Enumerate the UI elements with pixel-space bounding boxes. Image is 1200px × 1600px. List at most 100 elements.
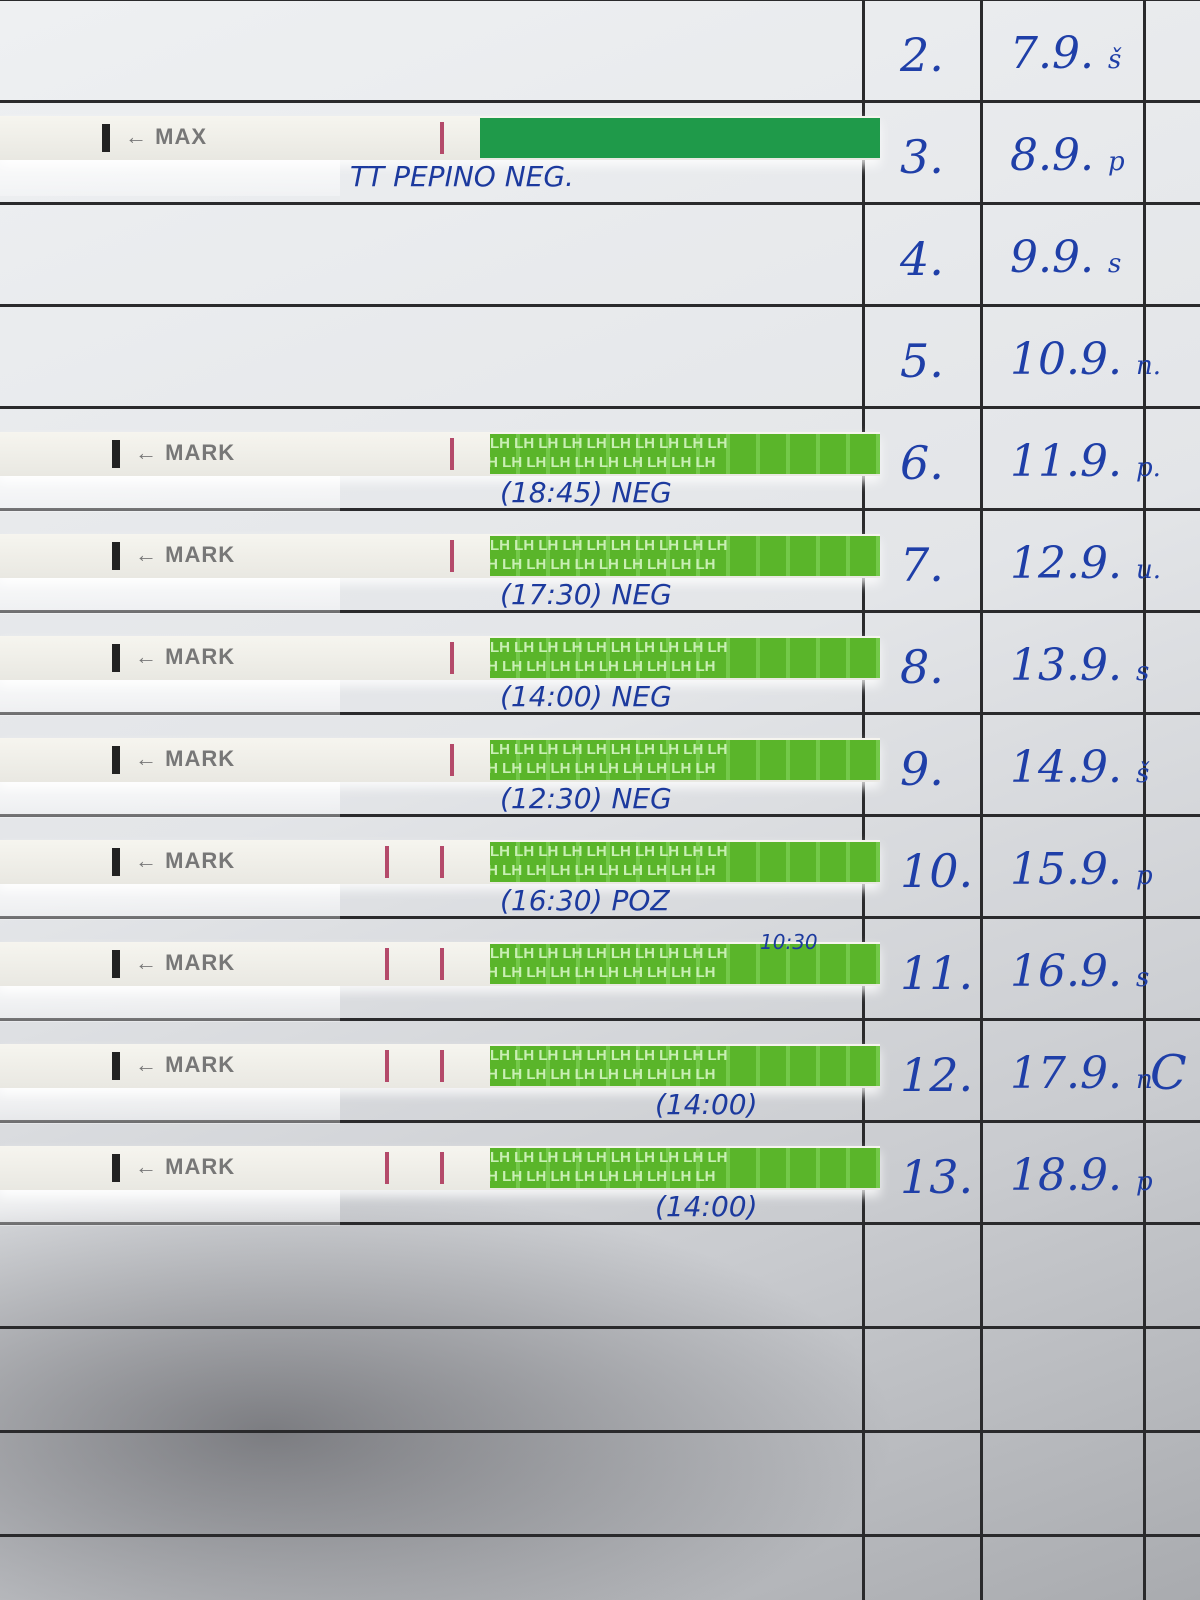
test-line [450,438,454,470]
strip-label: ← MARK [135,950,236,975]
arrow-tip-icon [112,950,120,978]
test-line [450,540,454,572]
day-number: 11. [900,946,974,1000]
weekday-abbrev: š [1135,759,1150,789]
date: 15.9. p [1010,844,1153,895]
band-text: LH LH LH LH LH LH LH LH LH LH [490,658,716,675]
photo-shadow [0,1180,900,1600]
grid-row-line [0,916,1200,919]
lh-band: LH LH LH LH LH LH LH LH LH LH LH LH LH LH… [490,536,880,576]
day-number: 4. [900,232,944,286]
date-text: 14.9. [1010,742,1122,793]
handwritten-note: 10:30 [760,930,818,954]
date: 17.9. n [1010,1048,1153,1099]
test-line [440,948,444,980]
grid-row-line [0,610,1200,613]
lh-band: LH LH LH LH LH LH LH LH LH LH LH LH LH LH… [490,1148,880,1188]
strip-label: ← MARK [135,746,236,771]
date-text: 18.9. [1010,1150,1122,1201]
date: 9.9. s [1010,232,1121,283]
weekday-abbrev: s [1107,249,1122,279]
date: 16.9. s [1010,946,1149,997]
band-text: LH LH LH LH LH LH LH LH LH LH [490,862,716,879]
weekday-abbrev: n. [1135,351,1161,381]
ovulation-test-strip: ← MARK LH LH LH LH LH LH LH LH LH LH LH LH… [0,636,880,680]
grid-row-line [0,406,1200,409]
grid-row-line [0,1534,1200,1537]
date-text: 10.9. [1010,334,1122,385]
handwritten-note: (16:30) POZ [500,884,670,917]
date-text: 7.9. [1010,28,1094,79]
arrow-tip-icon [112,542,120,570]
extra-mark: C [1150,1045,1187,1101]
weekday-abbrev: p [1135,1167,1153,1197]
test-line [385,948,389,980]
grid-row-line [0,304,1200,307]
test-line [440,122,444,154]
date: 12.9. u. [1010,538,1161,589]
lh-band: LH LH LH LH LH LH LH LH LH LH LH LH LH LH… [490,944,880,984]
handwritten-note: (14:00) [655,1190,758,1223]
date: 10.9. n. [1010,334,1161,385]
handwritten-note: (17:30) NEG [500,578,672,611]
test-line [440,846,444,878]
grid-row-line [0,202,1200,205]
grid-row-line [0,1222,1200,1225]
arrow-tip-icon [112,1052,120,1080]
handwritten-note: (14:00) NEG [500,680,672,713]
day-number: 6. [900,436,944,490]
arrow-tip-icon [102,124,110,152]
grid-row-line [0,1018,1200,1021]
ovulation-test-strip: ← MARK LH LH LH LH LH LH LH LH LH LH LH LH… [0,738,880,782]
grid-row-line [0,1326,1200,1329]
date-text: 15.9. [1010,844,1122,895]
arrow-tip-icon [112,848,120,876]
handwritten-note: TT PEPINO NEG. [350,160,574,193]
lh-band: LH LH LH LH LH LH LH LH LH LH LH LH LH LH… [490,1046,880,1086]
ovulation-test-strip: ← MARK LH LH LH LH LH LH LH LH LH LH LH LH… [0,1044,880,1088]
test-line [385,846,389,878]
weekday-abbrev: p. [1135,453,1161,483]
band-text: LH LH LH LH LH LH LH LH LH LH [490,556,716,573]
grid-row-line [0,1430,1200,1433]
strip-label: ← MAX [125,124,207,149]
date-text: 9.9. [1010,232,1094,283]
date-text: 16.9. [1010,946,1122,997]
weekday-abbrev: p [1135,861,1153,891]
band-text: LH LH LH LH LH LH LH LH LH LH [490,1168,716,1185]
grid-column-line [862,0,865,1600]
ovulation-test-strip: ← MARK LH LH LH LH LH LH LH LH LH LH LH LH… [0,942,880,986]
day-number: 2. [900,28,944,82]
test-line [385,1050,389,1082]
date: 18.9. p [1010,1150,1153,1201]
ovulation-test-strip: ← MARK LH LH LH LH LH LH LH LH LH LH LH LH… [0,1146,880,1190]
date-text: 8.9. [1010,130,1094,181]
day-number: 10. [900,844,974,898]
grid-row-line [0,814,1200,817]
date: 14.9. š [1010,742,1149,793]
date-text: 12.9. [1010,538,1122,589]
band-text: LH LH LH LH LH LH LH LH LH LH [490,843,728,860]
date-text: 11.9. [1010,436,1122,487]
date: 11.9. p. [1010,436,1161,487]
date-text: 17.9. [1010,1048,1122,1099]
weekday-abbrev: p [1107,147,1125,177]
strip-label: ← MARK [135,542,236,567]
strip-label: ← MARK [135,1052,236,1077]
band-text: LH LH LH LH LH LH LH LH LH LH [490,964,716,981]
lh-band [480,118,880,158]
band-text: LH LH LH LH LH LH LH LH LH LH [490,741,728,758]
test-line [450,744,454,776]
handwritten-note: (12:30) NEG [500,782,672,815]
band-text: LH LH LH LH LH LH LH LH LH LH [490,639,728,656]
handwritten-note: (18:45) NEG [500,476,672,509]
day-number: 5. [900,334,944,388]
grid-column-line [980,0,983,1600]
day-number: 9. [900,742,944,796]
band-text: LH LH LH LH LH LH LH LH LH LH [490,537,728,554]
weekday-abbrev: n [1135,1065,1153,1095]
band-text: LH LH LH LH LH LH LH LH LH LH [490,945,728,962]
band-text: LH LH LH LH LH LH LH LH LH LH [490,454,716,471]
lh-band: LH LH LH LH LH LH LH LH LH LH LH LH LH LH… [490,740,880,780]
ovulation-test-strip: ← MARK LH LH LH LH LH LH LH LH LH LH LH LH… [0,534,880,578]
